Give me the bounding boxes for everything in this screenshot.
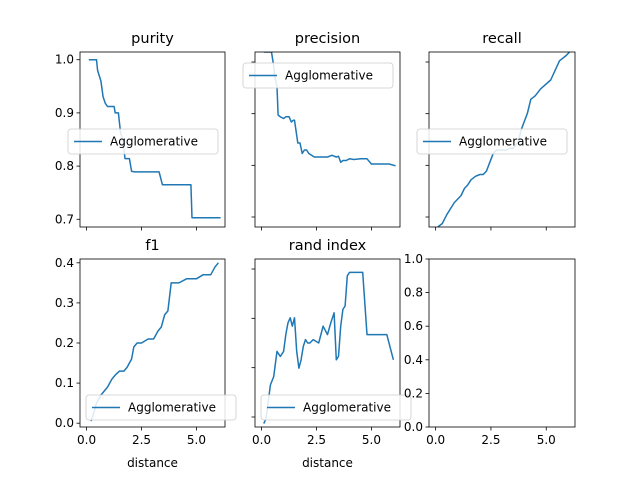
subplot: recall Agglomerative <box>416 31 576 231</box>
axes-frame <box>254 258 401 428</box>
legend: Agglomerative <box>242 62 394 89</box>
y-tick-label: 0.3 <box>55 296 74 310</box>
y-tick-label: 0.6 <box>404 319 423 333</box>
subplot: purity 0.7 0.8 0.9 1.0 Agglomerative <box>55 31 226 231</box>
subplot-title: f1 <box>145 238 159 254</box>
y-tick-label: 0.8 <box>404 286 423 300</box>
legend-box <box>242 62 394 89</box>
legend-label: Agglomerative <box>303 401 391 415</box>
subplot-title: purity <box>131 31 174 47</box>
x-tick-label: 0.0 <box>426 433 445 447</box>
y-tick-label: 0.7 <box>55 212 74 226</box>
x-tick-label: 0.0 <box>77 433 96 447</box>
y-tick-label: 0.4 <box>404 353 423 367</box>
legend: Agglomerative <box>416 128 568 155</box>
y-tick-label: 1.0 <box>55 53 74 67</box>
axes-frame <box>254 51 401 228</box>
x-axis-label: distance <box>127 456 178 470</box>
y-tick-label: 1.0 <box>404 252 423 266</box>
series-line <box>88 58 221 219</box>
legend: Agglomerative <box>85 394 237 421</box>
legend: Agglomerative <box>67 128 219 155</box>
y-tick-label: 0.2 <box>55 336 74 350</box>
x-tick-label: 2.5 <box>481 433 500 447</box>
axes-frame <box>79 258 226 428</box>
y-tick-label: 0.1 <box>55 376 74 390</box>
subplot: f1 0.0 2.5 5.0 0.0 0.1 0.2 0.3 0.4 distance Agglom… <box>55 238 237 470</box>
y-tick-label: 0.0 <box>404 420 423 434</box>
legend-box <box>416 128 568 155</box>
y-tick-label: 0.2 <box>404 386 423 400</box>
series-line <box>263 52 396 167</box>
x-tick-label: 0.0 <box>252 433 271 447</box>
subplot: rand index 0.0 2.5 5.0 distance Agglomerative <box>251 238 412 470</box>
legend-label: Agglomerative <box>128 401 216 415</box>
series-line <box>90 262 219 422</box>
series-line <box>263 271 395 424</box>
x-axis-label: distance <box>302 456 353 470</box>
x-tick-label: 5.0 <box>537 433 556 447</box>
legend-label: Agglomerative <box>285 69 373 83</box>
x-tick-label: 5.0 <box>362 433 381 447</box>
subplot-title: precision <box>295 31 360 47</box>
subplot-title: recall <box>482 31 521 47</box>
y-tick-label: 0.9 <box>55 106 74 120</box>
y-tick-label: 0.4 <box>55 256 74 270</box>
x-tick-label: 2.5 <box>307 433 326 447</box>
legend-label: Agglomerative <box>110 135 198 149</box>
subplot: precision Agglomerative <box>242 31 401 231</box>
legend-box <box>85 394 237 421</box>
legend: Agglomerative <box>260 394 412 421</box>
subplot: 0.0 2.5 5.0 0.0 0.2 0.4 0.6 0.8 1.0 <box>404 252 576 447</box>
axes-frame <box>428 258 576 428</box>
x-tick-label: 2.5 <box>132 433 151 447</box>
x-tick-label: 5.0 <box>187 433 206 447</box>
legend-box <box>260 394 412 421</box>
y-tick-label: 0.8 <box>55 159 74 173</box>
legend-label: Agglomerative <box>459 135 547 149</box>
y-tick-label: 0.0 <box>55 416 74 430</box>
subplot-title: rand index <box>289 238 367 254</box>
legend-box <box>67 128 219 155</box>
